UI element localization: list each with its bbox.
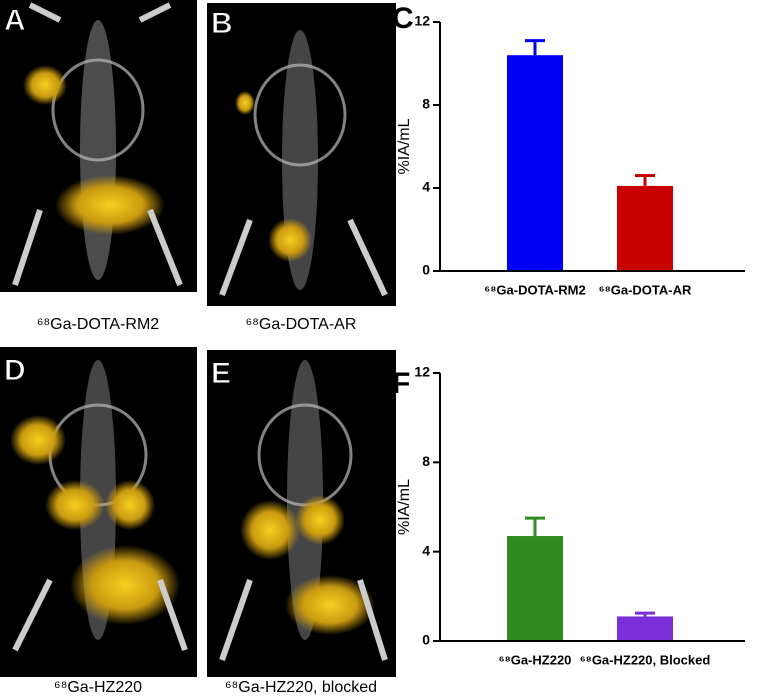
y-tick-label: 4 (422, 542, 430, 558)
image-a (0, 0, 197, 292)
x-tick-label: ⁶⁸Ga-DOTA-RM2 (484, 282, 585, 297)
y-tick-label: 4 (422, 179, 430, 195)
panel-letter: D (4, 354, 26, 387)
panel-letter: A (4, 4, 26, 37)
y-tick-label: 12 (414, 364, 430, 380)
x-tick-label: ⁶⁸Ga-HZ220, Blocked (580, 652, 711, 667)
bar (507, 536, 563, 641)
x-tick-label: ⁶⁸Ga-HZ220 (499, 652, 572, 667)
y-axis-label: %IA/mL (396, 118, 413, 174)
y-tick-label: 8 (422, 96, 430, 112)
panel-letter: B (211, 7, 233, 40)
y-axis-label: %IA/mL (396, 479, 413, 535)
bar (617, 616, 673, 641)
y-tick-label: 0 (422, 262, 430, 278)
panel-letter: E (211, 357, 231, 390)
y-tick-label: 0 (422, 632, 430, 648)
image-e (207, 350, 396, 677)
bar (617, 185, 673, 271)
panel-letter: F (392, 367, 410, 400)
y-tick-label: 8 (422, 453, 430, 469)
image-caption: ⁶⁸Ga-HZ220, blocked (225, 679, 377, 696)
x-tick-label: ⁶⁸Ga-DOTA-AR (599, 282, 692, 297)
image-caption: ⁶⁸Ga-DOTA-AR (246, 316, 357, 333)
bar (507, 55, 563, 272)
image-caption: ⁶⁸Ga-DOTA-RM2 (37, 316, 159, 333)
image-caption: ⁶⁸Ga-HZ220 (54, 679, 142, 696)
panel-letter: C (392, 2, 414, 35)
image-d (0, 347, 197, 677)
y-tick-label: 12 (414, 13, 430, 29)
image-b (207, 3, 396, 306)
